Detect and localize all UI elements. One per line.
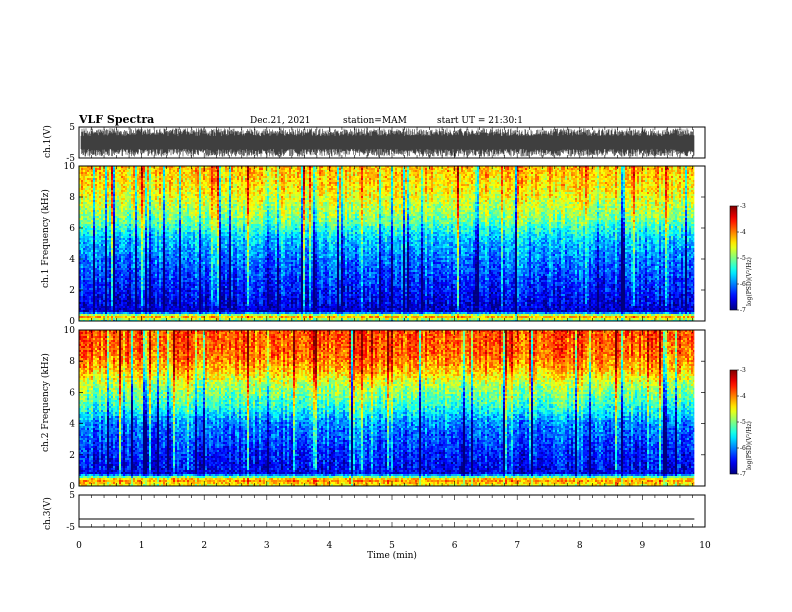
colorbar-scale	[729, 369, 738, 475]
station-label: station=MAM	[343, 116, 407, 126]
colorbar-tick-label: -6	[740, 281, 746, 288]
x-tick-label: 7	[514, 541, 520, 551]
x-tick-label: 6	[452, 541, 458, 551]
waveform-ch3-panel: 5 -50 1 2 3 4 5 6 7 8 9 10	[66, 491, 711, 551]
colorbar-tick-label: -3	[740, 203, 746, 210]
spectrogram-ch1-ytick-label: 4	[69, 255, 75, 265]
x-tick-label: 10	[699, 541, 711, 551]
figure-title: VLF Spectra	[78, 113, 154, 126]
ch1-waveform-ytick-label: 5	[69, 123, 75, 133]
colorbar-tick-label: -5	[740, 255, 746, 262]
spectrogram-ch1-ytick-label: 10	[64, 162, 76, 172]
colorbar-scale	[729, 205, 738, 311]
spectrogram-ch1-ytick-label: 8	[69, 193, 75, 203]
spectrogram-ch2-ytick-label: 6	[69, 388, 75, 398]
colorbar-label: log(PSD)(V²/Hz)	[746, 421, 753, 470]
colorbar-label: log(PSD)(V²/Hz)	[746, 257, 753, 306]
spectrogram-ch1-panel: 0 2 4 6 8 10	[64, 162, 706, 327]
ch3-waveform-ytick-label: 5	[69, 491, 75, 501]
spectrogram-ch1-cells	[79, 166, 695, 321]
spectrogram-ch2-ytick-label: 4	[69, 420, 75, 430]
x-axis-label: Time (min)	[367, 550, 417, 561]
spectrogram-ch2-ytick-label: 8	[69, 357, 75, 367]
date-label: Dec.21, 2021	[250, 116, 311, 126]
colorbar-tick-label: -4	[740, 393, 746, 400]
spectrogram-ch1-ytick-label: 6	[69, 224, 75, 234]
ch1-waveform-trace	[80, 128, 695, 157]
ch2-spectrogram-ylabel: ch.2 Frequency (kHz)	[40, 353, 51, 452]
ch3-waveform-ytick-label: -5	[66, 523, 75, 533]
x-tick-label: 0	[76, 541, 82, 551]
ch1-waveform-ylabel: ch.1(V)	[42, 125, 53, 158]
spectrogram-ch2-ytick-label: 0	[69, 482, 75, 492]
colorbar-tick-label: -3	[740, 367, 746, 374]
x-tick-label: 5	[389, 541, 395, 551]
ch1-waveform-ytick-label: -5	[66, 154, 75, 164]
start-ut-label: start UT = 21:30:1	[437, 116, 523, 126]
colorbar-tick-label: -4	[740, 229, 746, 236]
colorbar-tick-label: -7	[740, 307, 746, 314]
waveform-ch1-panel: 5 -5	[66, 123, 706, 164]
x-tick-label: 2	[201, 541, 207, 551]
colorbar-tick-label: -6	[740, 445, 746, 452]
x-tick-label: 3	[264, 541, 270, 551]
x-tick-label: 4	[327, 541, 333, 551]
x-tick-label: 1	[139, 541, 145, 551]
spectrogram-ch2-ytick-label: 10	[64, 326, 76, 336]
ch1-spectrogram-ylabel: ch.1 Frequency (kHz)	[40, 189, 51, 288]
x-tick-label: 9	[640, 541, 646, 551]
spectrogram-ch2-cells	[79, 330, 695, 486]
spectrogram-ch1-ytick-label: 0	[69, 317, 75, 327]
colorbar-tick-label: -7	[740, 471, 746, 478]
spectrogram-ch2-panel: 0 2 4 6 8 10	[64, 326, 706, 492]
x-tick-label: 8	[577, 541, 583, 551]
spectrogram-ch2-ytick-label: 2	[69, 451, 75, 461]
ch3-waveform-ylabel: ch.3(V)	[42, 497, 53, 530]
colorbar-tick-label: -5	[740, 419, 746, 426]
spectrogram-ch1-ytick-label: 2	[69, 286, 75, 296]
